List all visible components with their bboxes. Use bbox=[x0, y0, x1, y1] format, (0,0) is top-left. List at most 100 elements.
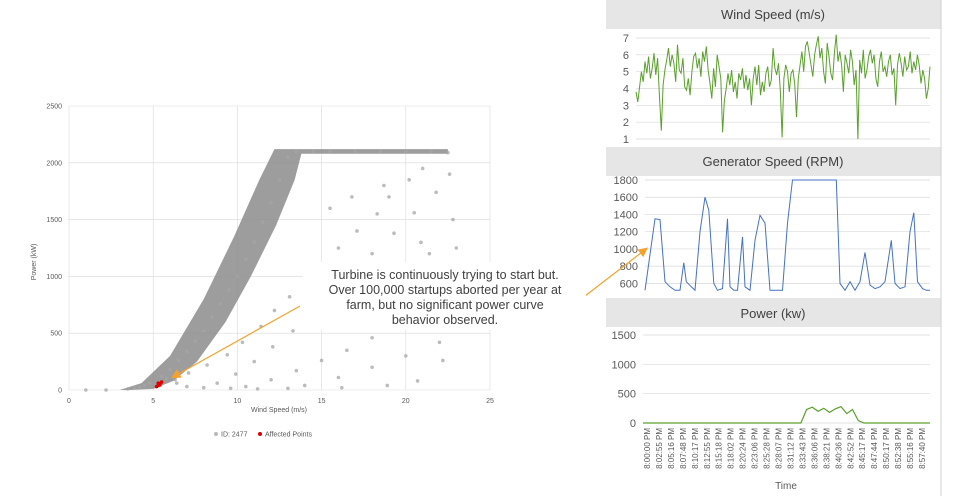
scatter-y-tick: 2500 bbox=[46, 104, 62, 111]
scatter-point bbox=[137, 385, 142, 389]
scatter-point bbox=[375, 212, 379, 216]
scatter-point bbox=[370, 365, 374, 370]
scatter-point bbox=[336, 246, 341, 250]
scatter-point bbox=[427, 251, 432, 256]
scatter-point bbox=[244, 257, 248, 262]
scatter-point bbox=[269, 377, 273, 382]
scatter-point bbox=[340, 385, 344, 390]
scatter-point bbox=[291, 329, 295, 333]
y-tick-label: 5 bbox=[623, 67, 629, 79]
scatter-x-tick: 15 bbox=[318, 398, 326, 405]
scatter-point bbox=[174, 381, 179, 385]
scatter-point bbox=[272, 308, 277, 313]
scatter-point bbox=[215, 381, 219, 385]
scatter-point bbox=[328, 206, 332, 211]
scatter-point bbox=[227, 288, 231, 292]
y-tick-label: 0 bbox=[630, 418, 636, 430]
scatter-point bbox=[252, 359, 257, 364]
power-grid bbox=[643, 334, 930, 424]
scatter-point bbox=[420, 166, 425, 171]
y-tick-label: 1000 bbox=[612, 359, 636, 371]
scatter-point bbox=[404, 354, 408, 358]
scatter-point bbox=[404, 149, 408, 154]
scatter-x-tick: 25 bbox=[486, 398, 494, 405]
power-line bbox=[643, 405, 930, 424]
scatter-point bbox=[336, 375, 341, 380]
scatter-point bbox=[419, 240, 423, 245]
power-x-tick: 8:00:00 PM bbox=[643, 428, 652, 469]
y-tick-label: 800 bbox=[620, 261, 638, 273]
power-x-tick: 8:45:17 PM bbox=[858, 428, 867, 469]
power-x-tick: 8:25:28 PM bbox=[763, 428, 772, 469]
scatter-point bbox=[104, 388, 108, 392]
power-x-tick: 8:57:40 PM bbox=[918, 428, 927, 469]
scatter-point bbox=[302, 383, 307, 388]
scatter-point bbox=[454, 246, 459, 250]
scatter-y-label: Power (kW) bbox=[31, 244, 38, 281]
scatter-point bbox=[270, 345, 275, 349]
power-x-tick-labels: 8:00:00 PM 8:02:55 PM 8:05:16 PM 8:07:48 PM… bbox=[643, 428, 927, 469]
scatter-tick-labels: 0 500 1000 1500 2000 2500 0 5 10 15 20 25 bbox=[46, 104, 494, 406]
y-tick-label: 4 bbox=[623, 84, 629, 96]
scatter-y-tick: 500 bbox=[50, 331, 62, 338]
power-x-tick: 8:12:55 PM bbox=[703, 428, 712, 469]
power-x-tick: 8:52:38 PM bbox=[894, 428, 903, 469]
scatter-point bbox=[345, 348, 349, 353]
scatter-point bbox=[355, 229, 359, 233]
scatter-point bbox=[185, 349, 189, 354]
scatter-point bbox=[353, 149, 358, 154]
y-tick-label: 1200 bbox=[614, 227, 638, 239]
power-tick-labels: 0 500 1000 1500 bbox=[612, 330, 636, 430]
y-tick-label: 1 bbox=[623, 134, 629, 146]
generator-speed-chart: Generator Speed (RPM) 600 800 1000 1200 1400… bbox=[606, 147, 941, 292]
scatter-point bbox=[201, 385, 206, 390]
power-x-tick: 8:50:17 PM bbox=[882, 428, 891, 469]
callout-line-4: behavior observed. bbox=[392, 313, 498, 327]
scatter-y-tick: 1000 bbox=[46, 274, 62, 281]
scatter-point bbox=[441, 358, 445, 363]
scatter-point bbox=[451, 217, 455, 222]
scatter-point bbox=[350, 195, 354, 199]
scatter-point bbox=[434, 190, 438, 195]
scatter-point bbox=[382, 183, 386, 188]
scatter-point bbox=[173, 377, 177, 382]
scatter-point bbox=[392, 231, 396, 236]
y-tick-label: 1500 bbox=[612, 330, 636, 342]
wind-tick-labels: 1 2 3 4 5 6 7 bbox=[623, 33, 629, 146]
scatter-y-tick: 1500 bbox=[46, 217, 62, 224]
scatter-point bbox=[287, 295, 292, 299]
power-x-tick: 8:40:36 PM bbox=[834, 428, 843, 469]
scatter-point bbox=[412, 210, 417, 215]
scatter-point bbox=[205, 363, 209, 367]
scatter-point bbox=[142, 383, 147, 388]
gen-header bbox=[606, 147, 941, 176]
scatter-point bbox=[240, 340, 245, 345]
scatter-point bbox=[84, 388, 88, 392]
scatter-point bbox=[225, 352, 230, 357]
power-title: Power (kw) bbox=[740, 306, 805, 321]
scatter-point bbox=[319, 358, 324, 363]
scatter-point bbox=[311, 149, 315, 154]
power-x-tick: 8:36:06 PM bbox=[810, 428, 819, 469]
power-x-tick: 8:28:07 PM bbox=[775, 428, 784, 469]
scatter-point bbox=[185, 384, 189, 389]
scatter-point bbox=[164, 376, 169, 381]
scatter-point bbox=[269, 200, 273, 205]
scatter-point bbox=[385, 383, 390, 388]
wind-speed-chart: Wind Speed (m/s) 1 2 3 4 5 6 7 bbox=[606, 0, 941, 146]
scatter-point bbox=[286, 155, 290, 159]
power-header bbox=[606, 298, 941, 327]
scatter-point bbox=[437, 340, 442, 345]
scatter-point bbox=[415, 379, 420, 383]
power-x-tick: 8:02:55 PM bbox=[655, 428, 664, 469]
scatter-x-tick: 5 bbox=[151, 398, 155, 405]
y-tick-label: 500 bbox=[618, 389, 636, 401]
scatter-point bbox=[446, 150, 450, 155]
affected-point bbox=[158, 383, 162, 387]
power-x-tick: 8:47:44 PM bbox=[870, 428, 879, 469]
scatter-point bbox=[252, 240, 257, 245]
power-x-tick: 8:15:18 PM bbox=[715, 428, 724, 469]
callout-arrow-left bbox=[170, 305, 301, 379]
scatter-point bbox=[235, 274, 240, 279]
power-x-tick: 8:33:43 PM bbox=[798, 428, 807, 469]
